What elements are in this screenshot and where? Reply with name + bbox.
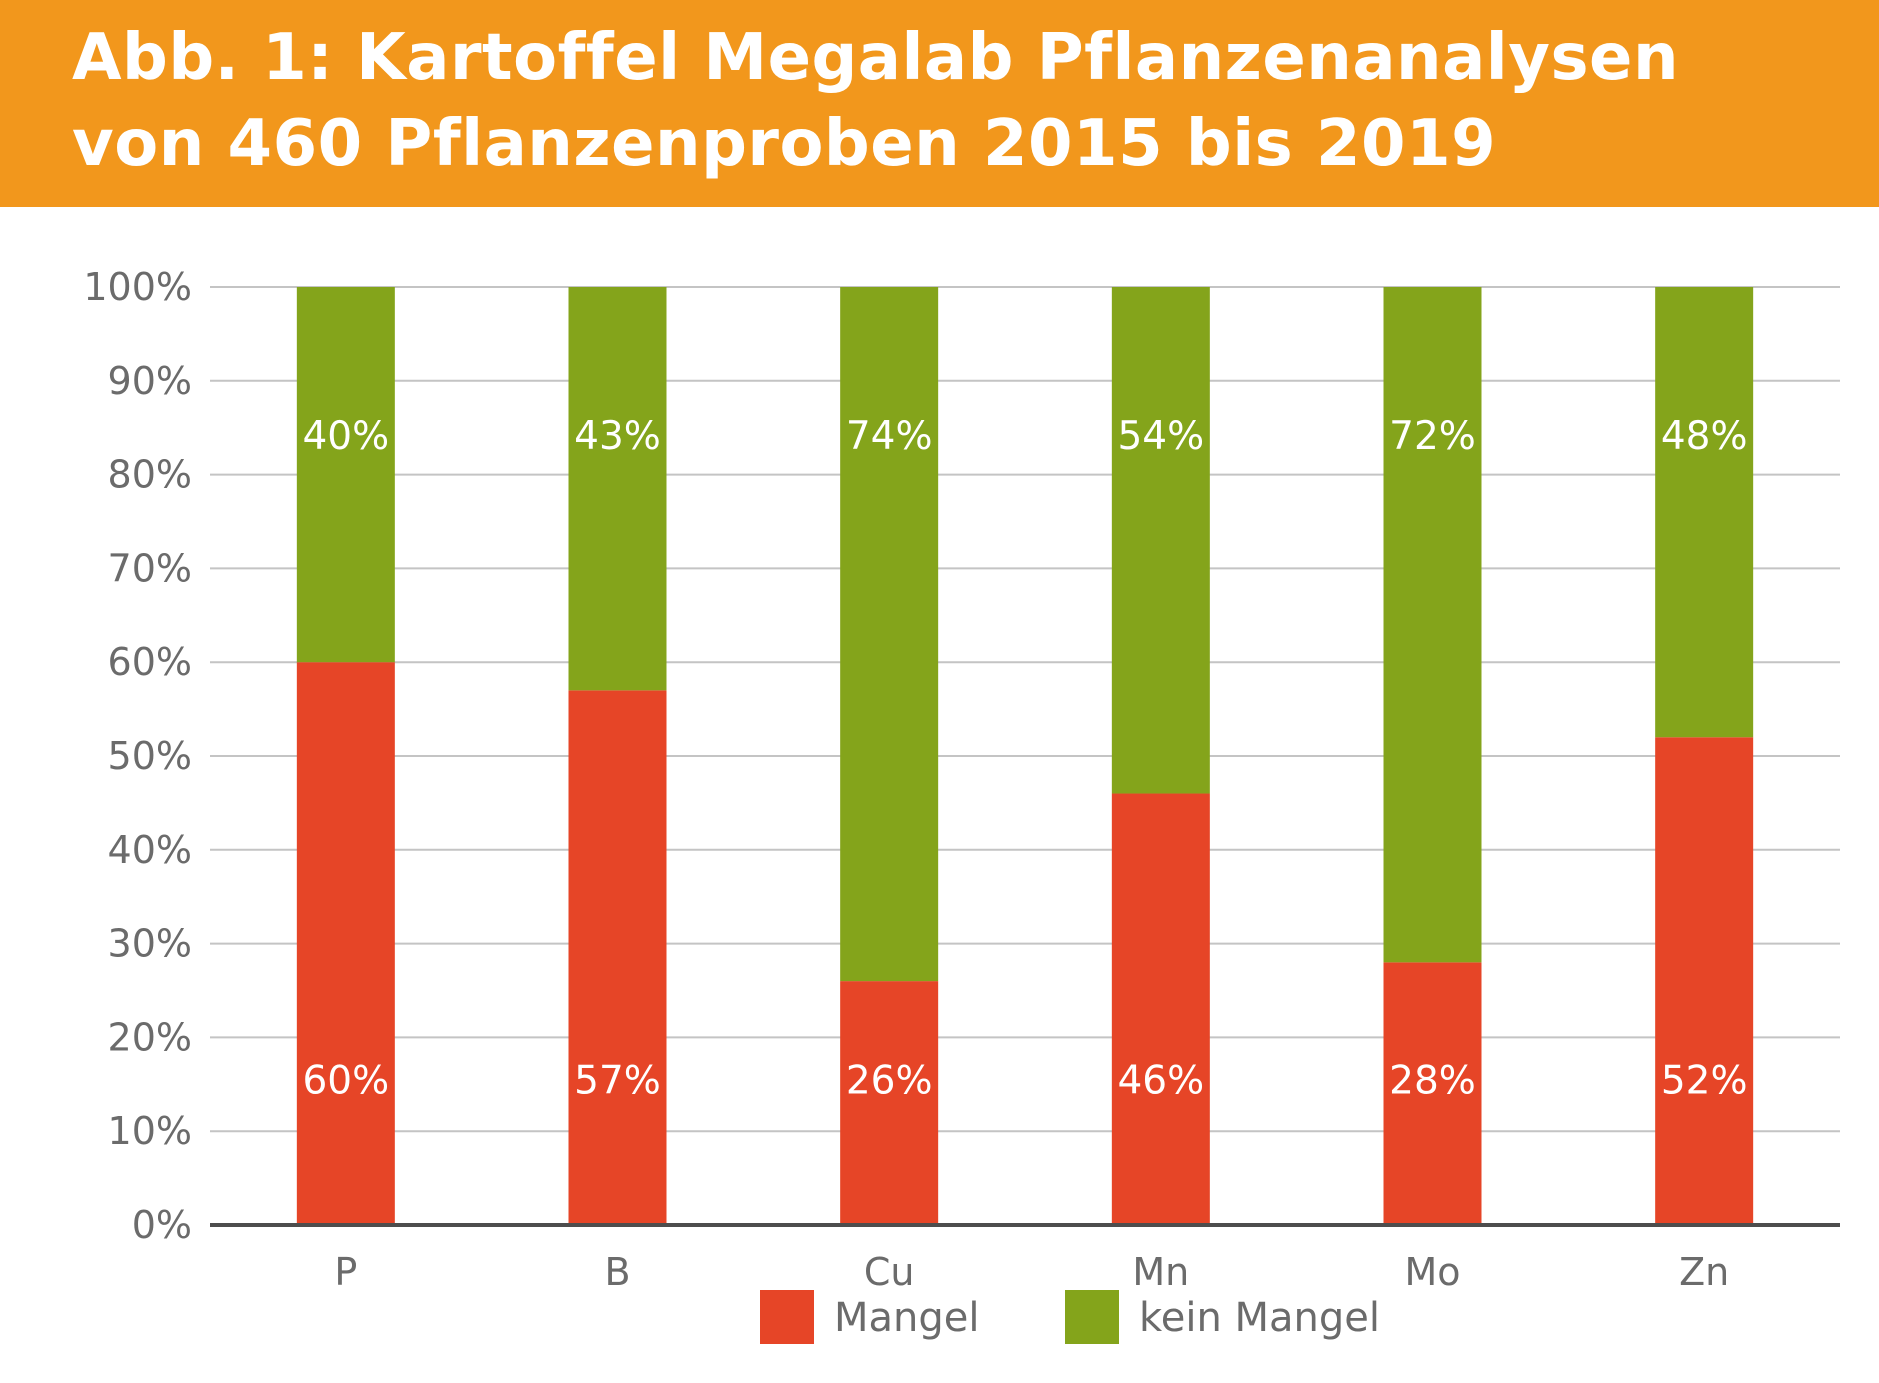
bar-mangel [568,690,667,1225]
y-tick-label: 40% [108,828,192,872]
x-tick-label: P [334,1250,357,1294]
value-label-kein-mangel: 40% [302,414,389,459]
chart-title-line-2: von 460 Pflanzenproben 2015 bis 2019 [72,107,1497,181]
legend: Mangel kein Mangel [760,1290,1380,1344]
value-labels: 60% 40% 57% 43% 26% 74% 46% 54% 28% 72% 52% 48% [302,414,1747,1103]
bar-mangel [1655,737,1754,1225]
bar-kein-mangel [1655,287,1754,738]
axes: 0% 10% 20% 30% 40% 50% 60% 70% 80% 90% 100% P B Cu Mn M… [83,265,1840,1294]
bar-kein-mangel [296,287,395,663]
bar-mangel [1383,962,1482,1225]
value-label-mangel: 28% [1389,1059,1476,1104]
x-tick-label: Cu [864,1250,915,1294]
header-banner: Abb. 1: Kartoffel Megalab Pflanzenanalys… [0,0,1879,207]
value-label-kein-mangel: 72% [1389,414,1476,459]
value-label-kein-mangel: 74% [846,414,933,459]
x-tick-label: Mo [1404,1250,1460,1294]
gridlines [210,286,1840,1133]
stacked-bar-chart: 60% 40% 57% 43% 26% 74% 46% 54% 28% 72% 52% 48% 0% 1… [83,265,1840,1344]
y-tick-label: 0% [132,1203,192,1247]
y-tick-label: 100% [83,265,192,309]
legend-label-mangel: Mangel [834,1295,980,1341]
bar-mangel [840,981,939,1225]
bar-kein-mangel [1111,287,1210,794]
x-tick-label: Mn [1132,1250,1189,1294]
value-label-mangel: 60% [302,1059,389,1104]
y-tick-label: 80% [108,453,192,497]
bar-mangel [1111,793,1210,1225]
x-tick-label: B [604,1250,630,1294]
legend-swatch-mangel [760,1290,814,1344]
value-label-mangel: 52% [1661,1059,1748,1104]
y-tick-label: 10% [108,1109,192,1153]
value-label-kein-mangel: 54% [1117,414,1204,459]
bar-kein-mangel [568,287,667,691]
value-label-kein-mangel: 48% [1661,414,1748,459]
y-tick-label: 60% [108,640,192,684]
y-tick-label: 30% [108,922,192,966]
bar-mangel [296,662,395,1225]
value-label-mangel: 57% [574,1059,661,1104]
value-label-mangel: 26% [846,1059,933,1104]
legend-swatch-kein-mangel [1065,1290,1119,1344]
y-tick-label: 90% [108,359,192,403]
chart-title-line-1: Abb. 1: Kartoffel Megalab Pflanzenanalys… [72,21,1679,95]
legend-label-kein-mangel: kein Mangel [1139,1295,1380,1341]
x-tick-label: Zn [1679,1250,1729,1294]
bars [296,287,1754,1225]
y-tick-label: 50% [108,734,192,778]
value-label-mangel: 46% [1117,1059,1204,1104]
y-tick-label: 70% [108,546,192,590]
bar-kein-mangel [840,287,939,982]
y-tick-label: 20% [108,1015,192,1059]
value-label-kein-mangel: 43% [574,414,661,459]
bar-kein-mangel [1383,287,1482,963]
